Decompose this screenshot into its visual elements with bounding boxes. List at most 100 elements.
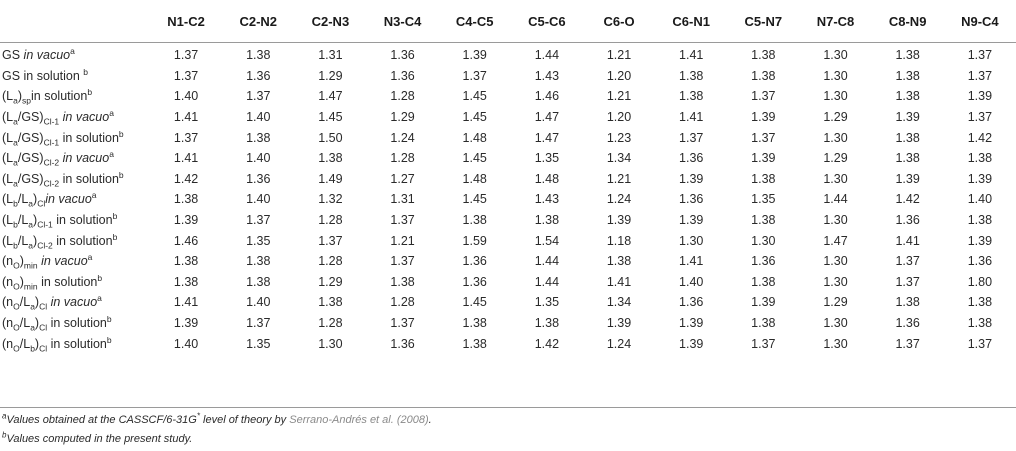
row-label-part: a (30, 322, 35, 333)
table-cell: 1.21 (390, 233, 415, 248)
row-label-part: /L (17, 192, 29, 207)
row-label-part: in vacuo (62, 151, 110, 166)
table-cell: 1.39 (967, 233, 993, 248)
table-cell: 1.38 (462, 336, 487, 351)
row-label-part: /GS) (17, 151, 44, 166)
table-cell: 1.45 (462, 151, 487, 166)
table-cell: 1.30 (751, 233, 776, 248)
table-cell: 1.44 (534, 48, 560, 63)
row-label-part: b (106, 334, 112, 345)
row-label-part: Cl-1 (43, 116, 60, 127)
table-bottom-rule (0, 407, 1016, 408)
table-cell: 1.39 (679, 171, 704, 186)
table-cell: 1.18 (606, 233, 632, 248)
table-cell: 1.37 (679, 130, 704, 145)
table-cell: 1.38 (318, 151, 343, 166)
row-label-part: b (97, 272, 103, 283)
column-header: N1-C2 (167, 13, 205, 29)
table-cell: 1.39 (606, 316, 632, 331)
row-label-part: b (83, 66, 89, 77)
table-cell: 1.59 (462, 233, 487, 248)
row-label-part: in solution (52, 213, 113, 228)
table-cell: 1.41 (679, 254, 704, 269)
row-label-part: a (28, 240, 34, 251)
table-cell: 1.35 (534, 295, 560, 310)
row-label-part: /GS) (17, 130, 44, 145)
table-cell: 1.39 (751, 151, 776, 166)
table-cell: 1.38 (462, 316, 487, 331)
table-cell: 1.28 (318, 316, 343, 331)
row-label-part: /L (19, 295, 31, 310)
table-cell: 1.31 (318, 48, 343, 63)
table-cell: 1.36 (390, 68, 415, 83)
table-cell: 1.48 (462, 171, 487, 186)
table-cell: 1.38 (895, 151, 920, 166)
row-label-part: b (13, 219, 18, 230)
table-cell: 1.39 (895, 110, 920, 125)
row-label-part: (n (2, 316, 14, 331)
row-label-part: /GS) (17, 171, 44, 186)
row-label: (nO/La)Cl in solutionb (0, 313, 150, 334)
footnote-a-end: . (428, 414, 432, 426)
row-label-part: b (13, 198, 18, 209)
table-cell: 1.24 (390, 130, 415, 145)
table-cell: 1.39 (173, 213, 199, 228)
row-label-part: Cl-2 (43, 157, 60, 168)
row-label-part: min (23, 260, 38, 271)
table-cell: 1.36 (679, 151, 704, 166)
row-label-part: (n (2, 254, 14, 269)
table-cell: 1.37 (967, 68, 993, 83)
footnote-a: aValues obtained at the CASSCF/6-31G* le… (2, 412, 432, 426)
table-row: GS in solution b 1.37 1.36 1.29 1.36 1.37 1.43… (0, 66, 1016, 87)
table-cell: 1.48 (462, 130, 487, 145)
table-cell: 1.29 (390, 110, 415, 125)
table-cell: 1.37 (462, 68, 487, 83)
table-body: GS in vacuoa 1.37 1.38 1.31 1.36 1.39 1.44 1.21… (0, 43, 1016, 354)
table-cell: 1.38 (895, 48, 920, 63)
column-header: C5-C6 (528, 13, 566, 29)
table-cell: 1.36 (895, 213, 920, 228)
table-cell: 1.37 (390, 316, 415, 331)
table-cell: 1.45 (462, 295, 487, 310)
row-label-part: sp (22, 95, 32, 106)
row-label-part: ) (19, 254, 24, 269)
row-label-part: Cl (37, 198, 46, 209)
table-cell: 1.29 (318, 68, 343, 83)
table-cell: 1.37 (967, 110, 993, 125)
table-cell: 1.36 (246, 171, 271, 186)
footnote-a-citation-link[interactable]: Serrano-Andrés et al. (2008) (289, 414, 429, 426)
table-cell: 1.47 (318, 89, 343, 104)
row-label-part: Cl-1 (37, 219, 53, 230)
table-cell: 1.38 (751, 48, 776, 63)
table-cell: 1.41 (679, 110, 704, 125)
table-cell: 1.28 (390, 89, 415, 104)
table-cell: 1.37 (390, 254, 415, 269)
footnote-b-marker: b (2, 430, 7, 440)
table-cell: 1.36 (390, 48, 415, 63)
table-cell: 1.40 (173, 89, 199, 104)
row-label-part: in solution (47, 336, 107, 351)
table-cell: 1.39 (462, 48, 487, 63)
table-row: (La/GS)Cl-2 in solutionb 1.42 1.36 1.49 1.27… (0, 169, 1016, 190)
row-label-part: (L (2, 213, 14, 228)
table-cell: 1.37 (751, 336, 776, 351)
row-label: (nO)min in vacuoa (0, 251, 150, 272)
table-cell: 1.38 (534, 213, 560, 228)
table-row: (nO)min in solutionb 1.38 1.38 1.29 1.38 1.36… (0, 272, 1016, 293)
table-cell: 1.30 (679, 233, 704, 248)
row-label-part: /GS) (17, 110, 44, 125)
table-row: (La/GS)Cl-2 in vacuoa 1.41 1.40 1.38 1.28 1.4… (0, 148, 1016, 169)
bond-length-table: N1-C2 C2-N2 C2-N3 N3-C4 C4-C5 C5-C6 C6-O C6-N1 C… (0, 13, 1016, 354)
row-label: (La/GS)Cl-2 in vacuoa (0, 148, 150, 169)
table-row: (La/GS)Cl-1 in solutionb 1.37 1.38 1.50 1.24… (0, 127, 1016, 148)
table-cell: 1.38 (751, 68, 776, 83)
table-cell: 1.44 (823, 192, 848, 207)
row-label-part: Cl-1 (43, 137, 60, 148)
table-cell: 1.38 (751, 213, 776, 228)
row-label-part: a (13, 137, 18, 148)
row-label: (nO)min in solutionb (0, 272, 150, 293)
table-cell: 1.45 (462, 89, 487, 104)
column-header: C2-N3 (311, 13, 350, 29)
table-cell: 1.30 (823, 274, 848, 289)
